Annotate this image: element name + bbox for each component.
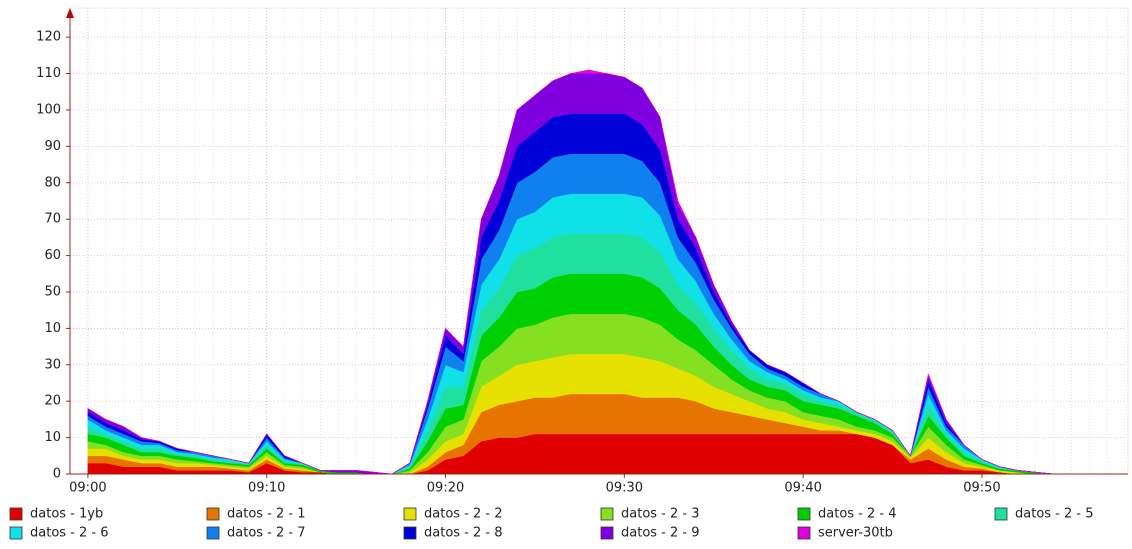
x-tick-label: 09:00 [69, 481, 106, 496]
y-tick-label: 120 [36, 30, 61, 45]
y-tick-label: 10 [44, 430, 61, 445]
x-tick-label: 09:20 [427, 481, 464, 496]
legend: datos - 1yb datos - 2 - 1 datos - 2 - 2 dat… [9, 507, 1094, 541]
y-axis-arrow [66, 8, 74, 18]
legend-swatch [994, 507, 1008, 521]
y-tick-label: 90 [44, 139, 61, 154]
legend-label: datos - 2 - 2 [424, 507, 503, 522]
legend-label: datos - 2 - 4 [818, 507, 897, 522]
legend-swatch [206, 507, 220, 521]
y-tick-label: 30 [44, 357, 61, 372]
area [87, 69, 1125, 475]
areas [87, 69, 1125, 475]
legend-label: datos - 2 - 3 [621, 507, 700, 522]
legend-swatch [206, 526, 220, 540]
y-tick-label: 0 [53, 467, 61, 482]
y-tick-label: 10 [44, 321, 61, 336]
legend-swatch [600, 507, 614, 521]
y-tick-label: 80 [44, 175, 61, 190]
legend-label: datos - 2 - 6 [30, 526, 109, 541]
legend-swatch [600, 526, 614, 540]
legend-swatch [403, 507, 417, 521]
legend-swatch [9, 507, 23, 521]
x-tick-label: 09:50 [963, 481, 1000, 496]
legend-label: datos - 2 - 5 [1015, 507, 1094, 522]
legend-swatch [9, 526, 23, 540]
y-tick-label: 60 [44, 248, 61, 263]
x-tick-label: 09:40 [784, 481, 821, 496]
legend-swatch [403, 526, 417, 540]
legend-label: datos - 2 - 9 [621, 526, 700, 541]
y-tick-label: 100 [36, 102, 61, 117]
y-tick-label: 110 [36, 66, 61, 81]
axes [66, 8, 1128, 475]
y-tick-label: 50 [44, 284, 61, 299]
x-tick-label: 09:10 [248, 481, 285, 496]
y-tick-label: 70 [44, 212, 61, 227]
labels: 0 10 20 30 10 50 60 70 80 90 100 110 120 09:00 09:10 09… [36, 30, 1001, 496]
y-tick-label: 20 [44, 394, 61, 409]
legend-label: datos - 1yb [30, 507, 103, 522]
legend-label: datos - 2 - 8 [424, 526, 503, 541]
legend-swatch [797, 507, 811, 521]
legend-label: datos - 2 - 7 [227, 526, 306, 541]
legend-label: server-30tb [818, 526, 893, 541]
legend-swatch [797, 526, 811, 540]
legend-label: datos - 2 - 1 [227, 507, 306, 522]
x-tick-label: 09:30 [606, 481, 643, 496]
